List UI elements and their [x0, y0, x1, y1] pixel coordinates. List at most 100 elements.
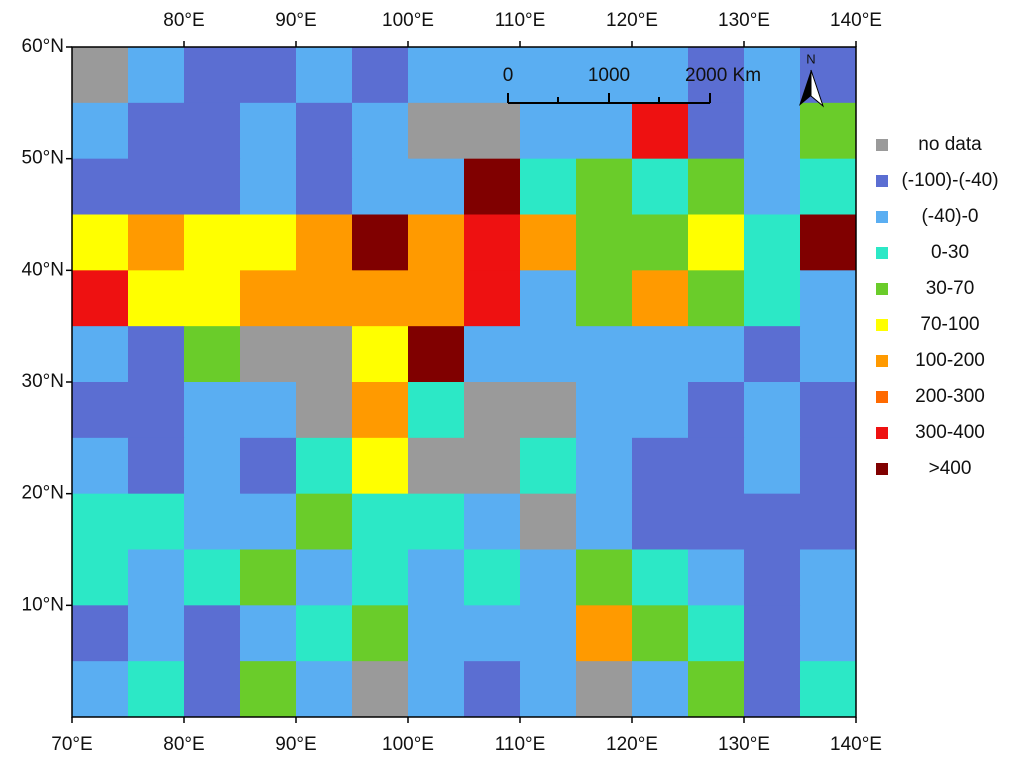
grid-cell [408, 382, 465, 439]
grid-cell [72, 214, 129, 271]
grid-cell [632, 493, 689, 550]
grid-cell [520, 158, 577, 215]
scale-bar: 0 1000 2000 Km [503, 65, 761, 104]
north-arrow: N [799, 51, 825, 108]
grid-cell [72, 493, 129, 550]
grid-cell [240, 214, 297, 271]
grid-cell [352, 605, 409, 662]
grid-cell [576, 326, 633, 383]
grid-cell [240, 605, 297, 662]
x-tick-label-top: 130°E [718, 10, 770, 31]
grid-cell [632, 270, 689, 327]
grid-cell [744, 326, 801, 383]
grid-cell [800, 437, 857, 495]
grid-cell [128, 214, 185, 271]
grid-cell [352, 382, 409, 439]
grid-cell [576, 437, 633, 495]
legend-swatch [876, 319, 888, 331]
grid-cell [520, 326, 577, 383]
grid-cell [520, 437, 577, 495]
grid-cell [464, 270, 521, 327]
grid-cell [296, 47, 353, 104]
grid-cell [632, 549, 689, 606]
grid-cell [576, 214, 633, 271]
grid-cell [464, 493, 521, 550]
grid-cell [240, 47, 297, 104]
legend-swatch [876, 139, 888, 151]
grid-cell [296, 214, 353, 271]
grid-cell [408, 661, 465, 718]
grid-cell [688, 158, 745, 215]
grid-cell [464, 437, 521, 495]
legend-swatch [876, 391, 888, 403]
grid-cell [688, 605, 745, 662]
grid-cell [800, 493, 857, 550]
scale-label: 2000 Km [685, 65, 761, 86]
grid-cell [240, 382, 297, 439]
grid-cell [72, 102, 129, 160]
grid-cell [688, 661, 745, 718]
grid-cell [576, 270, 633, 327]
grid-cell [128, 437, 185, 495]
grid-cell [128, 102, 185, 160]
legend-label: 300-400 [915, 422, 985, 443]
grid-cell [800, 214, 857, 271]
grid-cell [800, 102, 857, 160]
grid-cell [408, 158, 465, 215]
grid-cell [464, 661, 521, 718]
grid-cell [800, 549, 857, 606]
y-tick-label: 50°N [22, 148, 64, 169]
grid-cell [576, 102, 633, 160]
grid-cell [632, 605, 689, 662]
grid-cell [72, 661, 129, 718]
grid-cell [184, 158, 241, 215]
grid-cell [744, 158, 801, 215]
grid-cell [72, 382, 129, 439]
x-tick-label-top: 110°E [495, 10, 546, 31]
grid-cell [744, 382, 801, 439]
y-tick-label: 20°N [22, 483, 64, 504]
x-tick-label: 140°E [830, 734, 882, 755]
grid-cell [352, 326, 409, 383]
x-tick-label-top: 90°E [275, 10, 316, 31]
grid-cell [352, 661, 409, 718]
grid-cell [296, 102, 353, 160]
grid-cell [632, 102, 689, 160]
grid-cell [184, 493, 241, 550]
grid-cell [72, 549, 129, 606]
grid-cell [576, 158, 633, 215]
legend-swatch [876, 283, 888, 295]
grid-cell [128, 47, 185, 104]
grid-cell [800, 661, 857, 718]
scale-label: 1000 [588, 65, 630, 86]
grid-cell [296, 605, 353, 662]
grid-cell [128, 382, 185, 439]
y-tick-label: 10°N [22, 594, 64, 615]
legend-swatch [876, 175, 888, 187]
x-tick-label-top: 80°E [163, 10, 204, 31]
grid-cell [352, 102, 409, 160]
grid-cell [576, 382, 633, 439]
grid-cell [688, 549, 745, 606]
grid-cell [632, 326, 689, 383]
legend-label: 0-30 [931, 242, 969, 263]
grid-cell [744, 270, 801, 327]
grid-cell [240, 437, 297, 495]
grid-cell [744, 493, 801, 550]
grid-cell [688, 437, 745, 495]
grid-cell [520, 661, 577, 718]
grid-cell [352, 47, 409, 104]
grid-cell [576, 661, 633, 718]
grid-cell [576, 605, 633, 662]
grid-cell [352, 214, 409, 271]
grid-cell [128, 158, 185, 215]
y-tick-label: 60°N [22, 36, 64, 57]
legend-label: no data [918, 134, 982, 155]
grid-cell [184, 382, 241, 439]
grid-cell [296, 549, 353, 606]
legend-swatch [876, 463, 888, 475]
x-tick-label: 130°E [718, 734, 770, 755]
grid-cell [296, 437, 353, 495]
grid-cell [296, 493, 353, 550]
grid-cell [744, 47, 801, 104]
